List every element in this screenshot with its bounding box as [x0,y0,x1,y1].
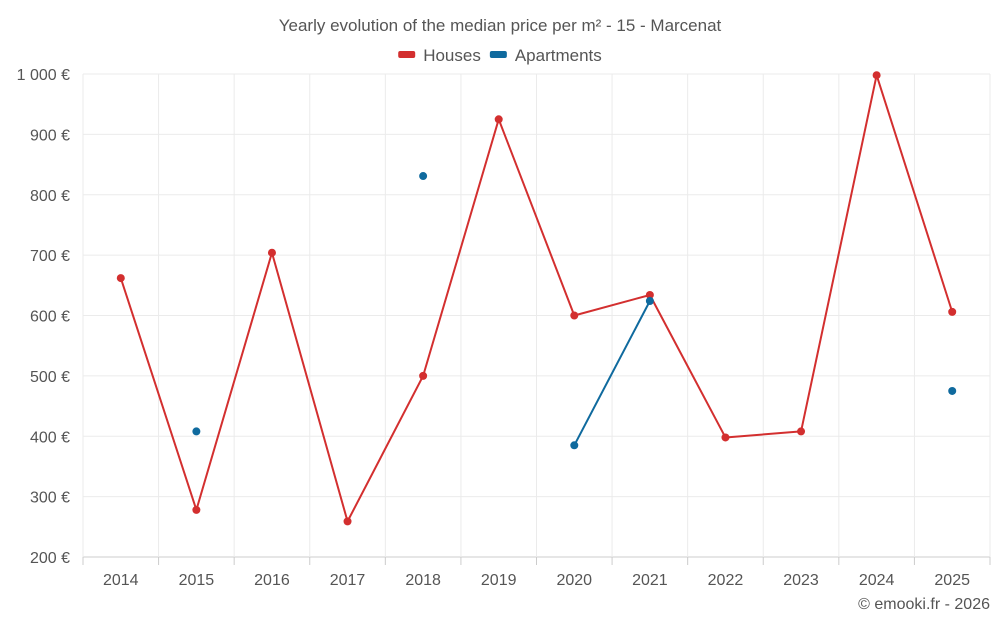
apartments-point-2018[interactable] [419,172,428,181]
apartments-line-segment [573,300,651,447]
legend[interactable]: Houses Apartments [398,46,602,65]
chart-title: Yearly evolution of the median price per… [279,16,722,35]
series-apartments [192,172,957,450]
y-tick-label: 600 € [30,309,70,326]
houses-line-segment [800,74,878,433]
gridlines [82,73,991,558]
legend-label: Apartments [515,46,602,65]
houses-line-segment [270,251,349,523]
houses-line-segment [573,293,651,317]
houses-point-2018[interactable] [419,371,428,380]
legend-item-apartments[interactable]: Apartments [489,46,602,65]
houses-point-2022[interactable] [721,433,730,442]
x-tick-label: 2016 [254,572,290,589]
legend-item-houses[interactable]: Houses [398,46,481,65]
houses-point-2014[interactable] [116,274,125,283]
houses-point-2020[interactable] [570,311,579,320]
x-tick-label: 2014 [103,572,139,589]
x-tick-label: 2015 [179,572,215,589]
houses-line-segment [497,118,576,317]
y-tick-label: 200 € [30,550,70,567]
x-tick-label: 2025 [934,572,970,589]
houses-point-2025[interactable] [948,307,957,316]
series-houses [116,71,957,526]
y-tick-label: 400 € [30,429,70,446]
houses-point-2023[interactable] [797,427,806,436]
houses-point-2017[interactable] [343,517,352,526]
houses-line-segment [875,74,954,313]
x-tick-label: 2021 [632,572,668,589]
houses-point-2024[interactable] [872,71,881,80]
series-layer [116,71,957,526]
x-axis: 2014 2015 2016 2017 2018 2019 2020 2021 2022 2023… [82,557,991,589]
houses-line-segment [119,277,198,511]
y-axis: 200 € 300 € 400 € 500 € 600 € 700 € 800 € 900 €… [17,67,70,567]
x-tick-label: 2020 [556,572,592,589]
houses-line-segment [195,251,273,511]
x-tick-label: 2022 [708,572,744,589]
houses-line-segment [648,293,727,439]
legend-swatch [398,51,416,58]
houses-line-segment [422,118,500,377]
x-tick-label: 2018 [405,572,441,589]
apartments-point-2015[interactable] [192,427,201,436]
x-tick-label: 2024 [859,572,895,589]
houses-point-2015[interactable] [192,505,201,514]
x-tick-label: 2017 [330,572,366,589]
y-tick-label: 700 € [30,248,70,265]
y-tick-label: 500 € [30,369,70,386]
houses-point-2016[interactable] [267,248,276,257]
y-tick-label: 300 € [30,490,70,507]
houses-line-segment [724,430,803,439]
apartments-point-2020[interactable] [570,441,579,450]
houses-point-2021[interactable] [645,290,654,299]
houses-line-segment [346,374,425,523]
houses-point-2019[interactable] [494,115,503,124]
apartments-point-2025[interactable] [948,386,957,395]
y-tick-label: 900 € [30,127,70,144]
y-tick-label: 800 € [30,188,70,205]
legend-label: Houses [423,46,481,65]
apartments-point-2021[interactable] [645,297,654,306]
x-tick-label: 2019 [481,572,517,589]
y-tick-label: 1 000 € [17,67,70,84]
credit-text: © emooki.fr - 2026 [858,596,990,613]
x-tick-label: 2023 [783,572,819,589]
legend-swatch [489,51,507,58]
